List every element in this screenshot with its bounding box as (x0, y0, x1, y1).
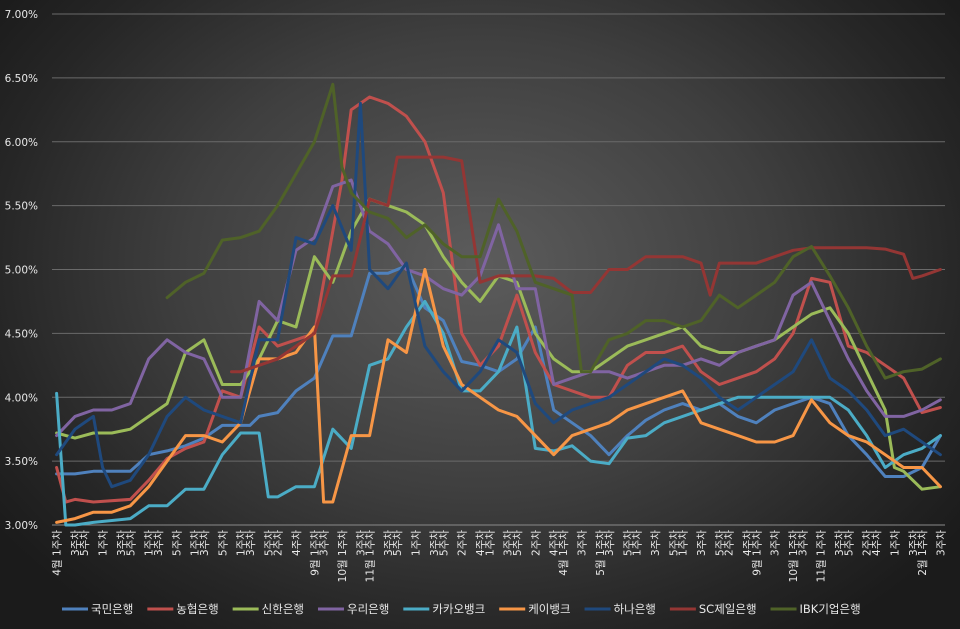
x-tick-label: 4주차 (742, 530, 754, 556)
y-tick-label: 4.00% (5, 392, 38, 404)
legend-label: 신한은행 (262, 602, 304, 616)
x-tick-label: 3주차 (429, 530, 441, 556)
x-tick-label: 4주차 (291, 530, 303, 556)
x-tick-label: 5주차 (512, 530, 524, 556)
x-tick-label: 3주차 (503, 530, 515, 556)
x-tick-label: 3주차 (696, 530, 708, 556)
y-tick-label: 3.50% (5, 456, 38, 468)
x-tick-label: 5주차 (668, 530, 680, 556)
x-tick-label: 3주차 (576, 530, 588, 556)
x-tick-label: 9월 1주차 (751, 530, 763, 576)
y-tick-label: 5.50% (5, 201, 38, 213)
x-tick-label: 1주차 (144, 530, 156, 556)
x-tick-label: 3주차 (604, 530, 616, 556)
x-tick-label: 2주차 (457, 530, 469, 556)
series-line-6 (55, 101, 942, 489)
legend-label: 농협은행 (176, 602, 218, 616)
x-tick-label: 3주차 (153, 530, 165, 556)
series-line-7 (230, 155, 942, 374)
x-tick-label: 3주차 (383, 530, 395, 556)
legend-label: IBK기업은행 (800, 602, 861, 616)
series-line-3 (55, 178, 942, 438)
x-tick-label: 3주차 (650, 530, 662, 556)
series-line-5 (55, 268, 942, 524)
x-tick-label: 3주차 (355, 530, 367, 556)
x-tick-label: 5주차 (622, 530, 634, 556)
x-tick-label: 3주차 (319, 530, 331, 556)
legend-label: 국민은행 (91, 602, 133, 616)
x-tick-label: 5주차 (392, 530, 404, 556)
legend-label: 케이뱅크 (528, 602, 570, 616)
series-line-8 (165, 82, 942, 380)
x-tick-label: 3주차 (908, 530, 920, 556)
x-tick-label: 3주차 (70, 530, 82, 556)
x-tick-label: 4주차 (475, 530, 487, 556)
x-tick-label: 3주차 (834, 530, 846, 556)
x-tick-label: 1주차 (632, 530, 644, 556)
x-tick-label: 10월 1주차 (788, 530, 800, 583)
series-lines (55, 82, 942, 527)
x-tick-label: 1주차 (484, 530, 496, 556)
gridlines (52, 13, 945, 526)
x-tick-label: 9월 1주차 (309, 530, 321, 576)
x-tick-label: 3주차 (199, 530, 211, 556)
x-tick-label: 5주차 (79, 530, 91, 556)
x-tick-label: 3주차 (116, 530, 128, 556)
legend: 국민은행 농협은행 신한은행 우리은행 카카오뱅크 케이뱅크 하나은행 SC제일은행 IBK기업… (62, 602, 861, 616)
series-line-0 (55, 264, 942, 478)
y-axis-ticks: 3.00% 3.50% 4.00% 4.50% 5.00% 5.50% 6.00% 6.50%… (5, 9, 38, 532)
x-tick-label: 3주차 (935, 530, 947, 556)
x-tick-label: 4월 1주차 (558, 530, 570, 576)
x-tick-label: 5주차 (125, 530, 137, 556)
y-tick-label: 5.00% (5, 265, 38, 277)
x-tick-label: 1주차 (678, 530, 690, 556)
x-tick-label: 1주차 (236, 530, 248, 556)
x-tick-label: 2주차 (273, 530, 285, 556)
x-tick-label: 5월 1주차 (595, 530, 607, 576)
x-tick-label: 1주차 (190, 530, 202, 556)
x-tick-label: 4월 1주차 (52, 530, 64, 576)
legend-label: SC제일은행 (699, 602, 757, 616)
y-tick-label: 6.50% (5, 73, 38, 85)
x-tick-label: 5주차 (171, 530, 183, 556)
series-line-2 (55, 197, 942, 491)
x-tick-label: 2월 1주차 (917, 530, 929, 576)
y-tick-label: 4.50% (5, 328, 38, 340)
series-line-1 (55, 95, 942, 504)
x-tick-label: 11월 1주차 (816, 530, 828, 583)
x-tick-label: 10월 1주차 (337, 530, 349, 583)
x-tick-label: 1주차 (411, 530, 423, 556)
x-tick-label: 4주차 (549, 530, 561, 556)
x-tick-label: 5주차 (217, 530, 229, 556)
legend-label: 하나은행 (614, 602, 656, 616)
x-tick-label: 1주차 (98, 530, 110, 556)
y-tick-label: 3.00% (5, 520, 38, 532)
x-tick-label: 5주차 (438, 530, 450, 556)
y-tick-label: 6.00% (5, 137, 38, 149)
x-tick-label: 4주차 (871, 530, 883, 556)
x-tick-label: 2주차 (724, 530, 736, 556)
x-tick-label: 5주차 (843, 530, 855, 556)
legend-label: 우리은행 (347, 602, 389, 616)
x-tick-label: 3주차 (797, 530, 809, 556)
x-tick-label: 1주차 (889, 530, 901, 556)
x-tick-label: 5주차 (263, 530, 275, 556)
x-tick-label: 2주차 (862, 530, 874, 556)
x-tick-label: 11월 1주차 (365, 530, 377, 583)
y-tick-label: 7.00% (5, 9, 38, 21)
x-tick-label: 3주차 (245, 530, 257, 556)
series-line-4 (55, 299, 942, 527)
legend-label: 카카오뱅크 (432, 602, 485, 616)
x-tick-label: 2주차 (530, 530, 542, 556)
x-tick-label: 3주차 (770, 530, 782, 556)
x-tick-label: 5주차 (714, 530, 726, 556)
